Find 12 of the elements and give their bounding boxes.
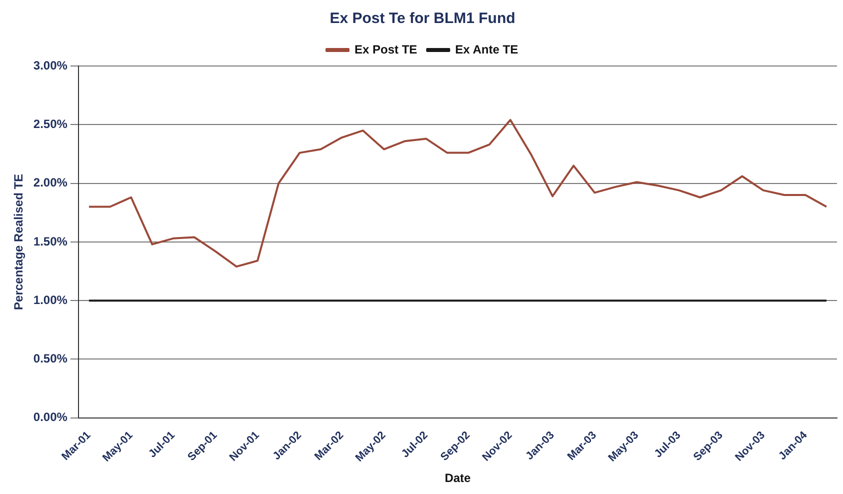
y-tick-label: 0.00% <box>33 410 68 424</box>
y-tick-label: 2.00% <box>33 176 68 190</box>
x-axis-title: Date <box>444 471 472 486</box>
y-axis-title: Percentage Realised TE <box>12 174 26 310</box>
y-tick-label: 1.00% <box>33 292 68 307</box>
chart-title: Ex Post Te for BLM1 Fund <box>330 10 516 28</box>
y-tick-label: 0.50% <box>33 352 68 366</box>
y-tick-label: 2.50% <box>33 116 68 131</box>
legend-label: Ex Ante TE <box>455 42 518 56</box>
y-tick-label: 3.00% <box>33 58 68 72</box>
legend-label: Ex Post TE <box>354 42 418 56</box>
y-tick-label: 1.50% <box>33 234 68 248</box>
